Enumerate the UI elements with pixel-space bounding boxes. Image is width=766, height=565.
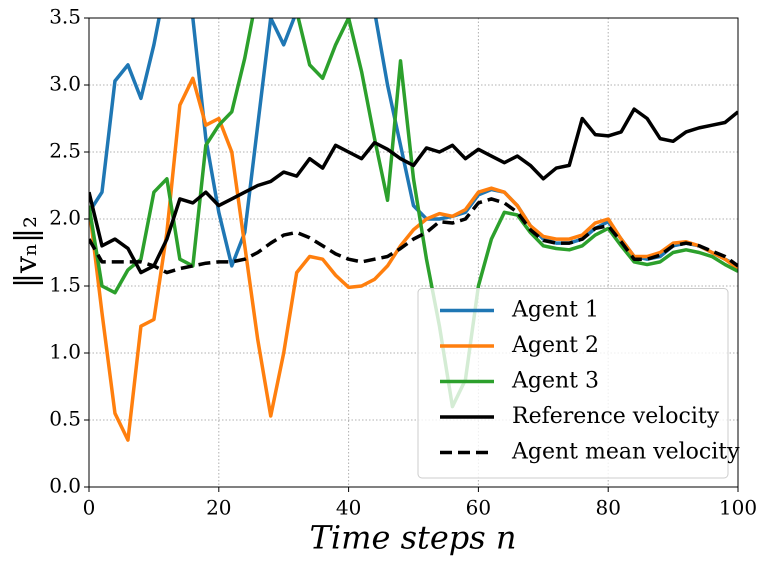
legend-label: Agent mean velocity <box>511 440 740 465</box>
y-tick-label: 2.5 <box>49 139 81 163</box>
legend: Agent 1 Agent 2 Agent 3 Reference velocity A… <box>417 288 740 479</box>
x-tick-label: 60 <box>466 496 491 520</box>
series-line <box>89 107 738 275</box>
x-tick-label: 100 <box>719 496 757 520</box>
legend-label: Reference velocity <box>512 404 720 429</box>
y-tick-label: 0.5 <box>49 407 81 431</box>
legend-label: Agent 3 <box>511 369 599 394</box>
plot-frame <box>88 17 739 488</box>
y-tick-label: 2.0 <box>49 206 81 230</box>
legend-label: Agent 1 <box>511 298 599 323</box>
series-line <box>89 197 738 275</box>
x-tick-label: 20 <box>206 496 231 520</box>
series-line <box>89 76 738 442</box>
y-tick-label: 1.5 <box>49 273 81 297</box>
x-tick-label: 80 <box>595 496 620 520</box>
x-tick-label: 40 <box>336 496 361 520</box>
y-tick-label: 1.0 <box>49 340 81 364</box>
plot-lines <box>89 18 738 442</box>
x-tick-label: 0 <box>83 496 96 520</box>
y-tick-label: 3.0 <box>49 72 81 96</box>
y-tick-label: 0.0 <box>49 474 81 498</box>
ticks: 0.0 0.5 1.0 1.5 2.0 2.5 3.0 3.5 0 20 40 60 80 100 <box>49 5 757 520</box>
y-axis-label: ‖vₙ‖₂ <box>9 216 44 288</box>
series-line <box>89 18 738 409</box>
legend-label: Agent 2 <box>511 333 599 358</box>
series-line <box>89 18 738 268</box>
x-axis-label: Time steps n <box>310 519 517 557</box>
legend-box <box>417 288 729 479</box>
y-tick-label: 3.5 <box>49 5 81 29</box>
